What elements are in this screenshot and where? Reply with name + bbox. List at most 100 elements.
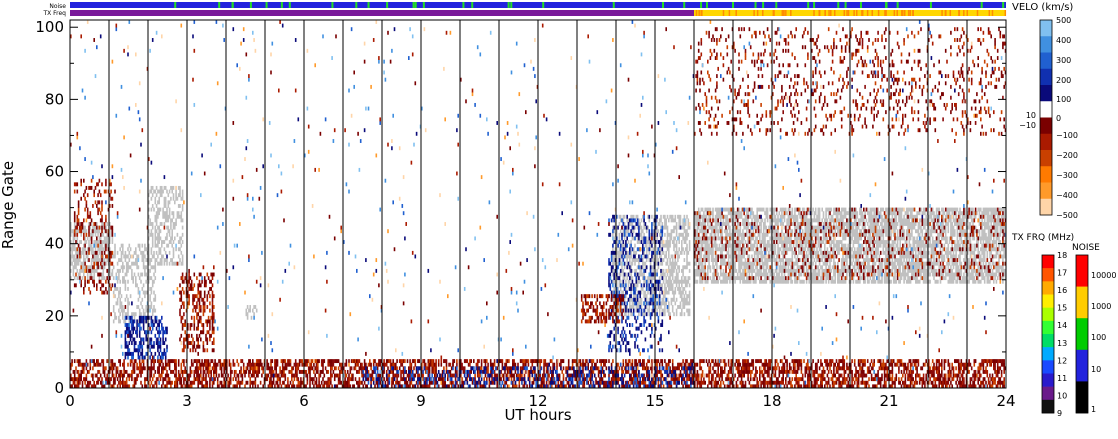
ground-scatter-cell — [616, 312, 618, 317]
ground-scatter-cell — [657, 297, 660, 302]
ground-scatter-cell — [723, 254, 726, 259]
ground-scatter-cell — [920, 247, 922, 252]
ground-scatter-cell — [713, 258, 716, 263]
ground-scatter-cell — [638, 261, 640, 266]
ground-scatter-cell — [764, 272, 766, 277]
ground-scatter-cell — [800, 250, 803, 255]
txfreq-strip-tick — [782, 10, 784, 16]
ground-scatter-cell — [808, 247, 810, 252]
ground-scatter-cell — [779, 207, 782, 212]
ground-scatter-cell — [705, 254, 708, 259]
ground-scatter-cell — [951, 225, 953, 230]
ground-scatter-cell — [79, 272, 81, 277]
ground-scatter-cell — [939, 232, 942, 237]
ground-scatter-cell — [928, 218, 930, 223]
ground-scatter-cell — [171, 258, 173, 263]
ground-scatter-cell — [967, 247, 969, 252]
ground-scatter-cell — [83, 250, 85, 255]
ground-scatter-cell — [787, 207, 790, 212]
ground-scatter-cell — [645, 243, 648, 248]
ground-scatter-cell — [154, 196, 157, 201]
ground-scatter-cell — [941, 222, 943, 226]
ground-scatter-cell — [939, 225, 942, 230]
ground-scatter-cell — [954, 222, 956, 226]
ground-scatter-cell — [959, 222, 961, 226]
ground-scatter-cell — [168, 211, 171, 216]
ground-scatter-cell — [729, 211, 731, 216]
ground-scatter-cell — [798, 236, 800, 241]
ground-scatter-cell — [644, 279, 647, 284]
ground-scatter-cell — [808, 272, 810, 277]
ground-scatter-cell — [116, 297, 119, 302]
ground-scatter-cell — [804, 243, 807, 248]
ground-scatter-cell — [80, 250, 82, 255]
ground-scatter-cell — [140, 279, 142, 284]
ground-scatter-cell — [626, 258, 628, 263]
ground-scatter-cell — [716, 254, 718, 259]
ground-scatter-cell — [656, 236, 658, 241]
ground-scatter-cell — [879, 211, 882, 216]
ground-scatter-cell — [781, 279, 783, 284]
ground-scatter-cell — [868, 265, 870, 270]
ground-scatter-cell — [677, 276, 679, 281]
ground-scatter-cell — [818, 247, 821, 252]
txfreq-strip-tick — [772, 10, 775, 16]
ground-scatter-cell — [137, 290, 140, 295]
ground-scatter-cell — [924, 268, 926, 273]
ground-scatter-cell — [778, 211, 781, 216]
noise-strip-tick — [174, 2, 177, 8]
ground-scatter-cell — [762, 268, 765, 273]
ground-scatter-cell — [920, 272, 922, 277]
ground-scatter-cell — [657, 265, 660, 270]
ground-scatter-cell — [616, 229, 618, 234]
ground-scatter-cell — [124, 286, 127, 291]
txfreq-strip-tick — [903, 10, 906, 16]
ground-scatter-cell — [774, 268, 777, 273]
ground-scatter-cell — [674, 286, 677, 291]
ground-scatter-cell — [154, 268, 157, 273]
ground-scatter-cell — [950, 207, 952, 212]
ground-scatter-cell — [892, 240, 895, 244]
ground-scatter-cell — [180, 243, 183, 248]
ground-scatter-cell — [707, 258, 709, 263]
ground-scatter-cell — [931, 236, 934, 241]
ground-scatter-cell — [700, 222, 703, 226]
ground-scatter-cell — [798, 222, 800, 226]
ground-scatter-cell — [181, 204, 184, 208]
ground-scatter-cell — [956, 229, 959, 234]
ground-scatter-cell — [878, 211, 881, 216]
ground-scatter-cell — [161, 222, 163, 226]
ground-scatter-cell — [857, 218, 860, 223]
ground-scatter-cell — [738, 261, 740, 266]
ground-scatter-cell — [954, 207, 956, 212]
ground-scatter-cell — [865, 272, 868, 277]
ground-scatter-cell — [774, 222, 777, 226]
ground-scatter-cell — [814, 279, 817, 284]
ground-scatter-cell — [642, 214, 644, 219]
ground-scatter-cell — [83, 272, 85, 277]
ground-scatter-cell — [872, 279, 874, 284]
ground-scatter-cell — [652, 240, 654, 244]
ground-scatter-cell — [625, 294, 627, 299]
ground-scatter-cell — [905, 254, 908, 259]
ground-scatter-cell — [753, 268, 756, 273]
ground-scatter-cell — [612, 268, 614, 273]
ground-scatter-cell — [970, 272, 973, 277]
ground-scatter-cell — [661, 261, 664, 266]
ground-scatter-cell — [782, 250, 784, 255]
ground-scatter-cell — [682, 218, 684, 223]
ground-scatter-cell — [136, 265, 138, 270]
ground-scatter-cell — [843, 225, 846, 230]
ground-scatter-cell — [137, 319, 140, 324]
ground-scatter-cell — [96, 268, 98, 273]
ground-scatter-cell — [125, 294, 128, 299]
ground-scatter-cell — [746, 214, 748, 219]
ground-scatter-cell — [148, 229, 150, 234]
ground-scatter-cell — [86, 268, 89, 273]
ground-scatter-cell — [787, 268, 790, 273]
ground-scatter-cell — [850, 214, 852, 219]
ground-scatter-cell — [803, 247, 805, 252]
ground-scatter-cell — [804, 258, 807, 263]
ground-scatter-cell — [937, 222, 939, 226]
ground-scatter-cell — [684, 232, 687, 237]
